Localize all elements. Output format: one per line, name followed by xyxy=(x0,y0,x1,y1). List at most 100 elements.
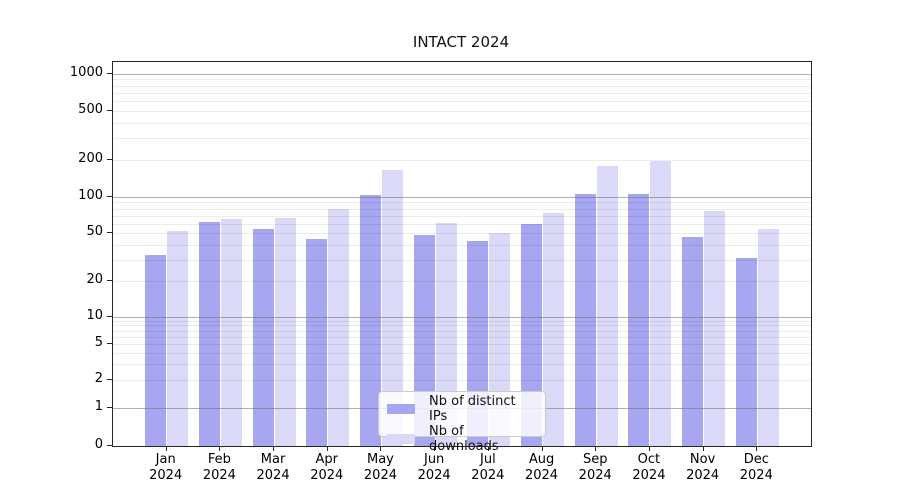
legend: Nb of distinct IPs Nb of downloads xyxy=(378,391,546,454)
minor-gridline xyxy=(113,101,811,103)
minor-gridline xyxy=(113,110,811,112)
x-tick-mark xyxy=(273,446,275,451)
x-tick-label-jun: Jun 2024 xyxy=(417,452,451,483)
bar-downloads-aug xyxy=(543,212,565,446)
x-tick-mark xyxy=(756,446,758,451)
chart-title: INTACT 2024 xyxy=(412,33,510,51)
y-tick-mark xyxy=(107,279,112,281)
legend-label-downloads: Nb of downloads xyxy=(429,424,499,454)
x-tick-mark xyxy=(541,446,543,451)
minor-gridline xyxy=(113,280,811,282)
y-tick-label: 200 xyxy=(78,150,103,166)
bar-downloads-apr xyxy=(328,208,350,446)
bar-downloads-sep xyxy=(596,166,618,446)
minor-gridline xyxy=(113,364,811,366)
bar-downloads-jan xyxy=(167,230,189,446)
bar-ips-oct xyxy=(628,193,650,446)
minor-gridline xyxy=(113,344,811,346)
x-tick-mark xyxy=(380,446,382,451)
y-tick-mark xyxy=(107,196,112,197)
x-tick-mark xyxy=(165,446,167,451)
x-tick-mark xyxy=(219,446,221,451)
y-tick-label: 5 xyxy=(94,335,103,351)
y-tick-label: 100 xyxy=(78,188,103,203)
y-tick-mark xyxy=(107,379,112,381)
bar-downloads-may xyxy=(381,170,403,446)
bar-ips-feb xyxy=(198,221,220,446)
x-tick-mark xyxy=(326,446,328,451)
minor-gridline xyxy=(113,122,811,124)
minor-gridline xyxy=(113,223,811,225)
minor-gridline xyxy=(113,244,811,246)
bar-ips-apr xyxy=(306,238,328,446)
minor-gridline xyxy=(113,336,811,338)
y-tick-label: 10 xyxy=(86,307,103,323)
y-tick-label: 20 xyxy=(86,271,103,287)
bar-ips-sep xyxy=(574,194,596,446)
minor-gridline xyxy=(113,215,811,217)
y-tick-mark xyxy=(107,445,112,446)
x-tick-label-apr: Apr 2024 xyxy=(310,452,344,483)
y-tick-label: 500 xyxy=(78,101,103,117)
bar-downloads-mar xyxy=(274,217,296,446)
y-tick-label: 1000 xyxy=(69,64,103,80)
minor-gridline xyxy=(113,85,811,87)
bar-downloads-dec xyxy=(757,229,779,446)
x-tick-mark xyxy=(648,446,650,451)
legend-swatch-downloads-icon xyxy=(387,434,415,444)
x-tick-mark xyxy=(434,446,436,451)
y-tick-mark xyxy=(107,315,112,317)
bar-ips-may xyxy=(359,195,381,446)
minor-gridline xyxy=(113,380,811,382)
bar-ips-aug xyxy=(521,223,543,446)
x-tick-label-sep: Sep 2024 xyxy=(578,452,612,483)
x-tick-mark xyxy=(595,446,597,451)
bar-ips-mar xyxy=(252,229,274,446)
y-tick-label: 1 xyxy=(94,398,103,414)
major-gridline xyxy=(113,73,811,75)
legend-item-ips: Nb of distinct IPs xyxy=(387,394,537,424)
minor-gridline xyxy=(113,159,811,161)
y-tick-mark xyxy=(107,406,112,408)
x-tick-label-may: May 2024 xyxy=(363,452,397,483)
y-tick-label: 0 xyxy=(94,437,103,452)
legend-swatch-ips-icon xyxy=(387,404,415,414)
y-tick-label: 2 xyxy=(94,371,103,387)
bar-ips-jan xyxy=(145,254,167,446)
y-tick-mark xyxy=(107,232,112,234)
x-tick-label-jul: Jul 2024 xyxy=(471,452,505,483)
x-tick-label-mar: Mar 2024 xyxy=(256,452,290,483)
y-tick-mark xyxy=(107,343,112,345)
x-tick-mark xyxy=(487,446,489,451)
y-tick-mark xyxy=(107,158,112,160)
y-tick-label: 50 xyxy=(86,224,103,240)
major-gridline xyxy=(113,316,811,318)
plot-area xyxy=(112,61,812,447)
legend-label-ips: Nb of distinct IPs xyxy=(429,394,516,424)
y-tick-mark xyxy=(107,109,112,111)
bar-downloads-oct xyxy=(650,160,672,446)
major-gridline xyxy=(113,197,811,198)
minor-gridline xyxy=(113,259,811,261)
bar-ips-nov xyxy=(682,237,704,446)
minor-gridline xyxy=(113,79,811,81)
bar-downloads-jun xyxy=(435,222,457,446)
minor-gridline xyxy=(113,92,811,94)
bar-downloads-nov xyxy=(704,210,726,446)
x-tick-label-dec: Dec 2024 xyxy=(739,452,773,483)
gridlines-layer xyxy=(113,62,811,446)
minor-gridline xyxy=(113,352,811,354)
minor-gridline xyxy=(113,138,811,140)
x-tick-label-nov: Nov 2024 xyxy=(686,452,720,483)
bar-ips-dec xyxy=(735,257,757,446)
x-tick-label-feb: Feb 2024 xyxy=(202,452,236,483)
y-tick-mark xyxy=(107,72,112,74)
x-tick-mark xyxy=(702,446,704,451)
x-tick-label-oct: Oct 2024 xyxy=(632,452,666,483)
minor-gridline xyxy=(113,320,811,322)
minor-gridline xyxy=(113,330,811,332)
minor-gridline xyxy=(113,233,811,235)
x-tick-label-jan: Jan 2024 xyxy=(149,452,183,483)
x-tick-label-aug: Aug 2024 xyxy=(524,452,559,483)
